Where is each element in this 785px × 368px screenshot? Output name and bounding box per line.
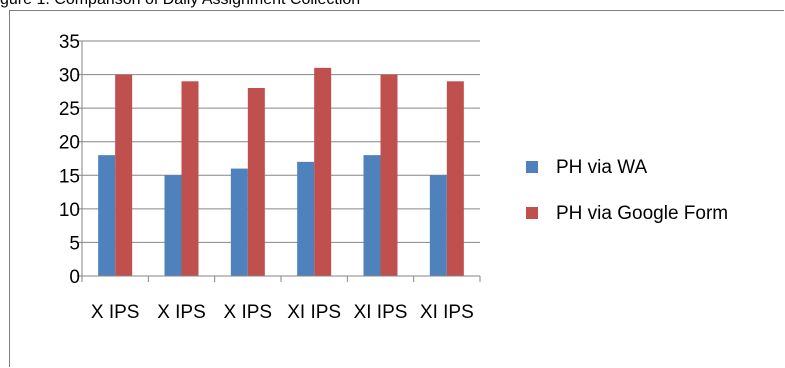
x-tick-label: X IPS <box>91 302 140 323</box>
bar-wa <box>164 175 182 276</box>
x-tick-label: X IPS <box>157 302 206 323</box>
bar-google-form <box>446 81 464 277</box>
gridlines <box>82 40 480 243</box>
legend-swatch <box>526 161 538 173</box>
legend-label: PH via WA <box>556 157 647 178</box>
y-tick-labels: 0 5 10 15 20 25 30 35 <box>59 32 80 288</box>
x-tick-label: X IPS <box>224 302 273 323</box>
bar-wa <box>429 175 447 276</box>
bar-wa <box>297 161 315 276</box>
y-tick-label: 30 <box>59 66 80 87</box>
y-tick-label: 5 <box>69 233 80 254</box>
bar-google-form <box>247 88 265 276</box>
bar-wa <box>230 168 248 276</box>
bar-google-form <box>115 74 133 276</box>
x-tick-labels: X IPS X IPS X IPS XI IPS XI IPS XI IPS <box>91 302 474 323</box>
axes <box>77 40 481 282</box>
y-tick-label: 25 <box>59 99 80 120</box>
y-tick-label: 0 <box>69 267 80 288</box>
bars <box>98 67 464 277</box>
x-tick-label: XI IPS <box>287 302 341 323</box>
legend: PH via WA PH via Google Form <box>526 157 728 224</box>
bar-wa <box>363 155 381 276</box>
bar-wa <box>98 155 116 276</box>
bar-google-form <box>314 67 332 276</box>
chart-frame <box>9 10 784 367</box>
caption-text: gure 1. Comparison of Daily Assignment C… <box>0 0 360 9</box>
x-tick-label: XI IPS <box>354 302 408 323</box>
x-tick-label: XI IPS <box>420 302 474 323</box>
y-tick-label: 35 <box>59 32 80 53</box>
y-tick-label: 15 <box>59 166 80 187</box>
bar-google-form <box>181 81 199 277</box>
legend-swatch <box>526 207 538 219</box>
y-tick-label: 10 <box>59 200 80 221</box>
y-tick-label: 20 <box>59 133 80 154</box>
bar-google-form <box>380 74 398 276</box>
legend-label: PH via Google Form <box>556 203 728 224</box>
